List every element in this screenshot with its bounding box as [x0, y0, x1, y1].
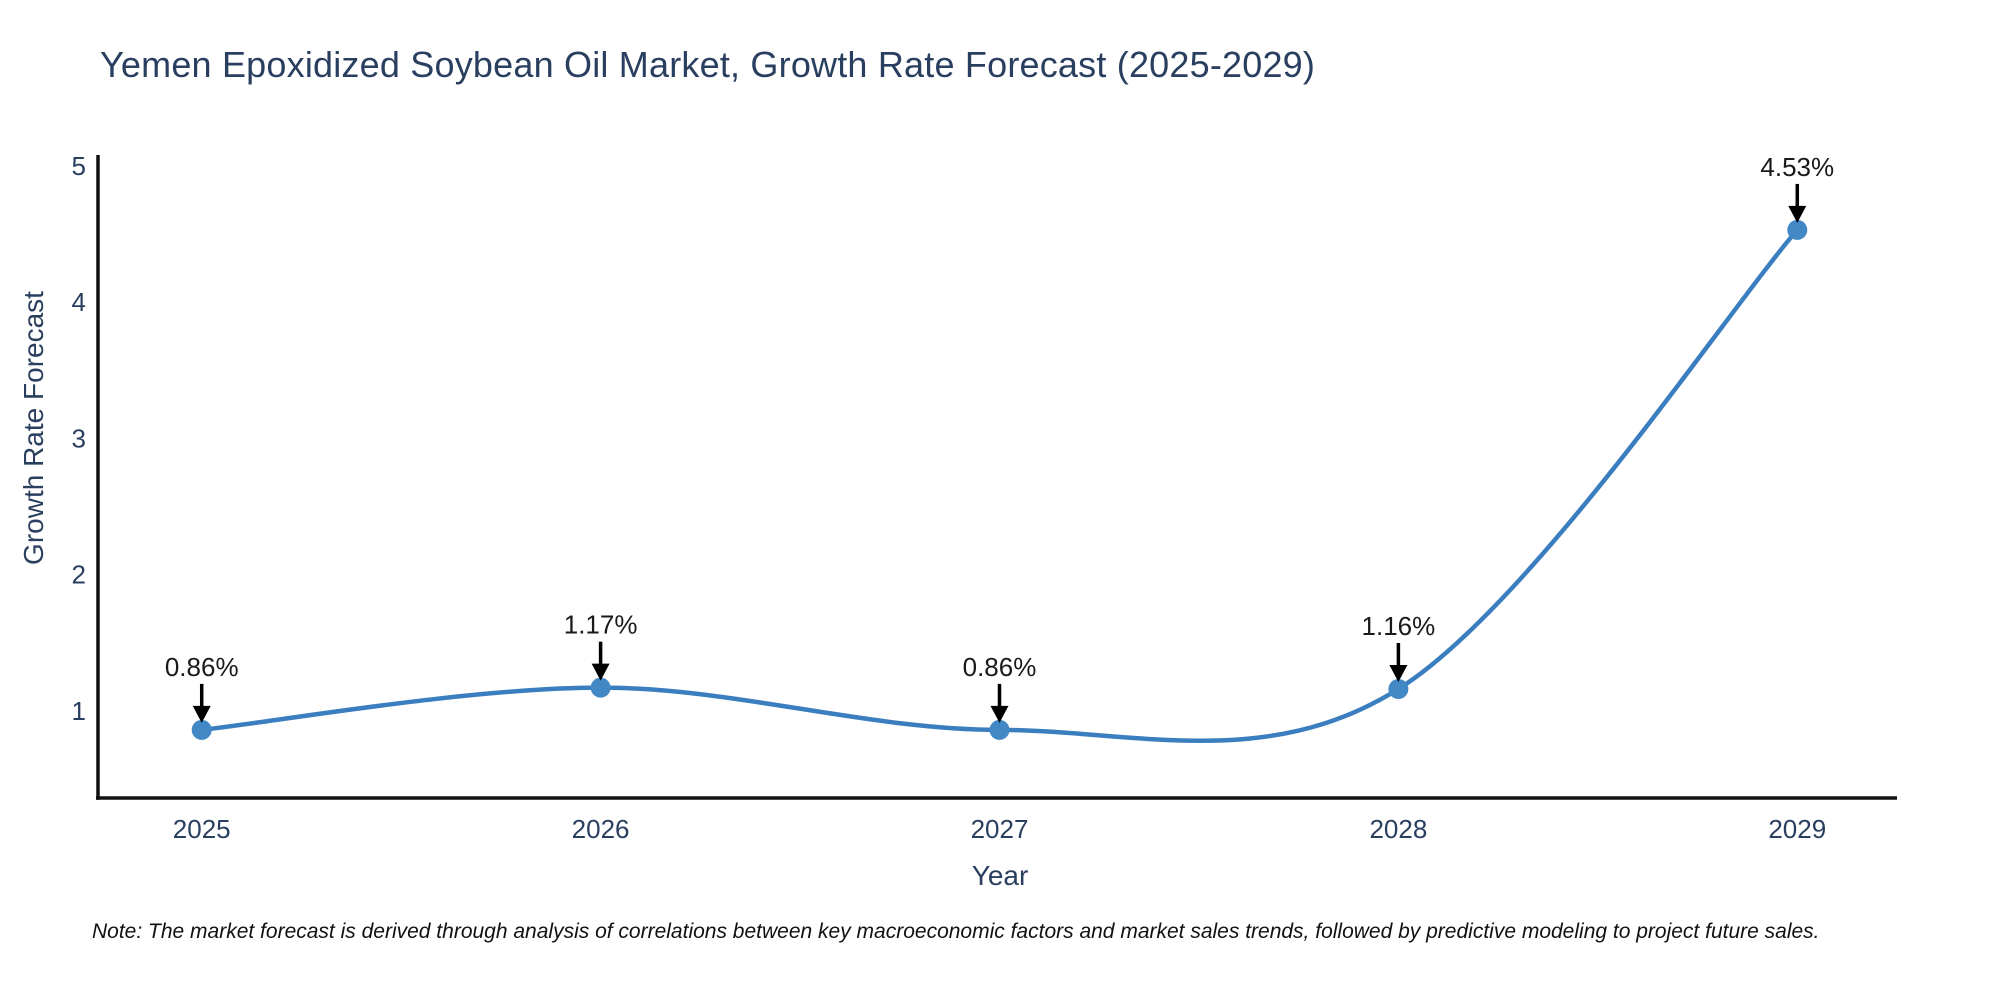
y-tick-label: 3	[72, 423, 86, 453]
data-point-marker[interactable]	[1388, 679, 1409, 700]
data-point-label: 1.17%	[564, 610, 638, 640]
data-point-marker[interactable]	[989, 719, 1010, 740]
y-tick-label: 5	[72, 151, 86, 181]
forecast-line-series	[199, 227, 1800, 743]
data-point-marker[interactable]	[590, 677, 611, 698]
annotation-arrow-head	[591, 663, 610, 681]
annotation-arrow-head	[192, 705, 211, 723]
y-tick-label: 4	[72, 287, 86, 317]
x-tick-label: 2026	[572, 814, 630, 844]
x-tick-label: 2027	[971, 814, 1029, 844]
annotation-arrow-head	[990, 705, 1009, 723]
chart-title: Yemen Epoxidized Soybean Oil Market, Gro…	[100, 44, 1316, 85]
x-tick-label: 2025	[173, 814, 231, 844]
x-tick-label: 2029	[1768, 814, 1826, 844]
annotation-arrow-head	[1788, 205, 1807, 223]
data-point-marker[interactable]	[1787, 219, 1808, 240]
data-point-label: 1.16%	[1362, 611, 1436, 641]
footnote: Note: The market forecast is derived thr…	[92, 920, 1820, 943]
data-point-label: 0.86%	[963, 652, 1037, 682]
y-tick-label: 1	[72, 696, 86, 726]
data-point-marker[interactable]	[191, 719, 212, 740]
y-tick-label: 2	[72, 560, 86, 590]
annotation-arrow-head	[1389, 665, 1408, 683]
data-point-label: 0.86%	[165, 652, 239, 682]
x-axis-title: Year	[971, 860, 1029, 891]
x-tick-label: 2028	[1369, 814, 1427, 844]
data-point-label: 4.53%	[1760, 152, 1834, 182]
